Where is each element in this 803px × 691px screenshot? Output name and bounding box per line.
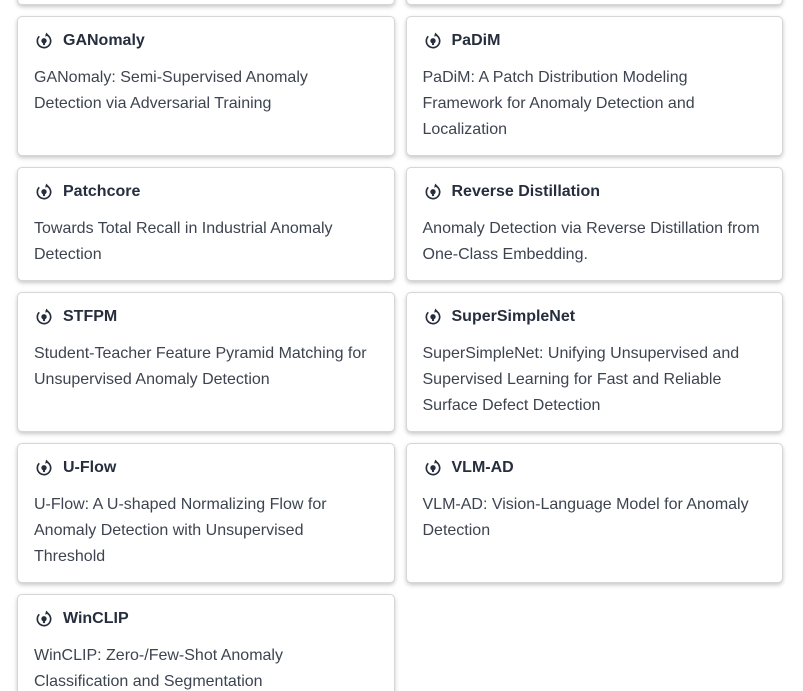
model-card-partial-left[interactable] (17, 0, 395, 5)
model-training-icon (36, 308, 52, 325)
model-card-description: Student-Teacher Feature Pyramid Matching… (34, 345, 367, 388)
model-card-title: WinCLIP (63, 610, 129, 627)
model-card-title: GANomaly (63, 32, 145, 49)
model-training-icon (36, 459, 52, 476)
model-card-padim[interactable]: PaDiM PaDiM: A Patch Distribution Modeli… (405, 16, 783, 156)
model-card-title: U-Flow (63, 459, 117, 476)
model-card-patchcore[interactable]: Patchcore Towards Total Recall in Indust… (17, 167, 395, 281)
model-card-supersimplenet[interactable]: SuperSimpleNet SuperSimpleNet: Unifying … (405, 292, 783, 432)
model-card-reverse-distillation[interactable]: Reverse Distillation Anomaly Detection v… (405, 167, 783, 281)
model-card-description: VLM-AD: Vision-Language Model for Anomal… (422, 496, 749, 539)
model-card-description: U-Flow: A U-shaped Normalizing Flow for … (34, 496, 327, 565)
model-training-icon (36, 610, 52, 627)
model-training-icon (425, 183, 440, 200)
model-card-description: WinCLIP: Zero-/Few-Shot Anomaly Classifi… (34, 647, 283, 690)
model-card-winclip[interactable]: WinCLIP WinCLIP: Zero-/Few-Shot Anomaly … (17, 594, 395, 691)
model-card-description: SuperSimpleNet: Unifying Unsupervised an… (422, 345, 740, 414)
model-training-icon (425, 32, 440, 49)
card-header: WinCLIP (34, 607, 378, 631)
model-training-icon (36, 183, 52, 200)
card-header: GANomaly (34, 29, 378, 53)
model-card-title: VLM-AD (451, 459, 514, 476)
card-header: SuperSimpleNet (423, 305, 767, 329)
card-header: VLM-AD (423, 456, 767, 480)
card-header: PaDiM (423, 29, 767, 53)
model-card-description: PaDiM: A Patch Distribution Modeling Fra… (422, 69, 695, 138)
card-header: Reverse Distillation (423, 180, 767, 204)
model-card-title: PaDiM (451, 32, 501, 49)
model-card-ganomaly[interactable]: GANomaly GANomaly: Semi-Supervised Anoma… (17, 16, 395, 156)
card-header: STFPM (34, 305, 378, 329)
card-header: U-Flow (34, 456, 378, 480)
model-card-title: SuperSimpleNet (451, 308, 576, 325)
model-card-description: Anomaly Detection via Reverse Distillati… (422, 220, 760, 263)
model-training-icon (36, 32, 52, 49)
model-card-description: Towards Total Recall in Industrial Anoma… (34, 220, 333, 263)
model-card-vlm-ad[interactable]: VLM-AD VLM-AD: Vision-Language Model for… (405, 443, 783, 583)
model-card-stfpm[interactable]: STFPM Student-Teacher Feature Pyramid Ma… (17, 292, 395, 432)
card-header: Patchcore (34, 180, 378, 204)
model-card-description: GANomaly: Semi-Supervised Anomaly Detect… (34, 69, 308, 112)
model-training-icon (425, 308, 440, 325)
model-training-icon (425, 459, 440, 476)
model-card-u-flow[interactable]: U-Flow U-Flow: A U-shaped Normalizing Fl… (17, 443, 395, 583)
model-card-title: STFPM (63, 308, 118, 325)
model-card-title: Reverse Distillation (451, 183, 601, 200)
model-card-title: Patchcore (63, 183, 141, 200)
model-card-partial-right[interactable] (405, 0, 783, 5)
